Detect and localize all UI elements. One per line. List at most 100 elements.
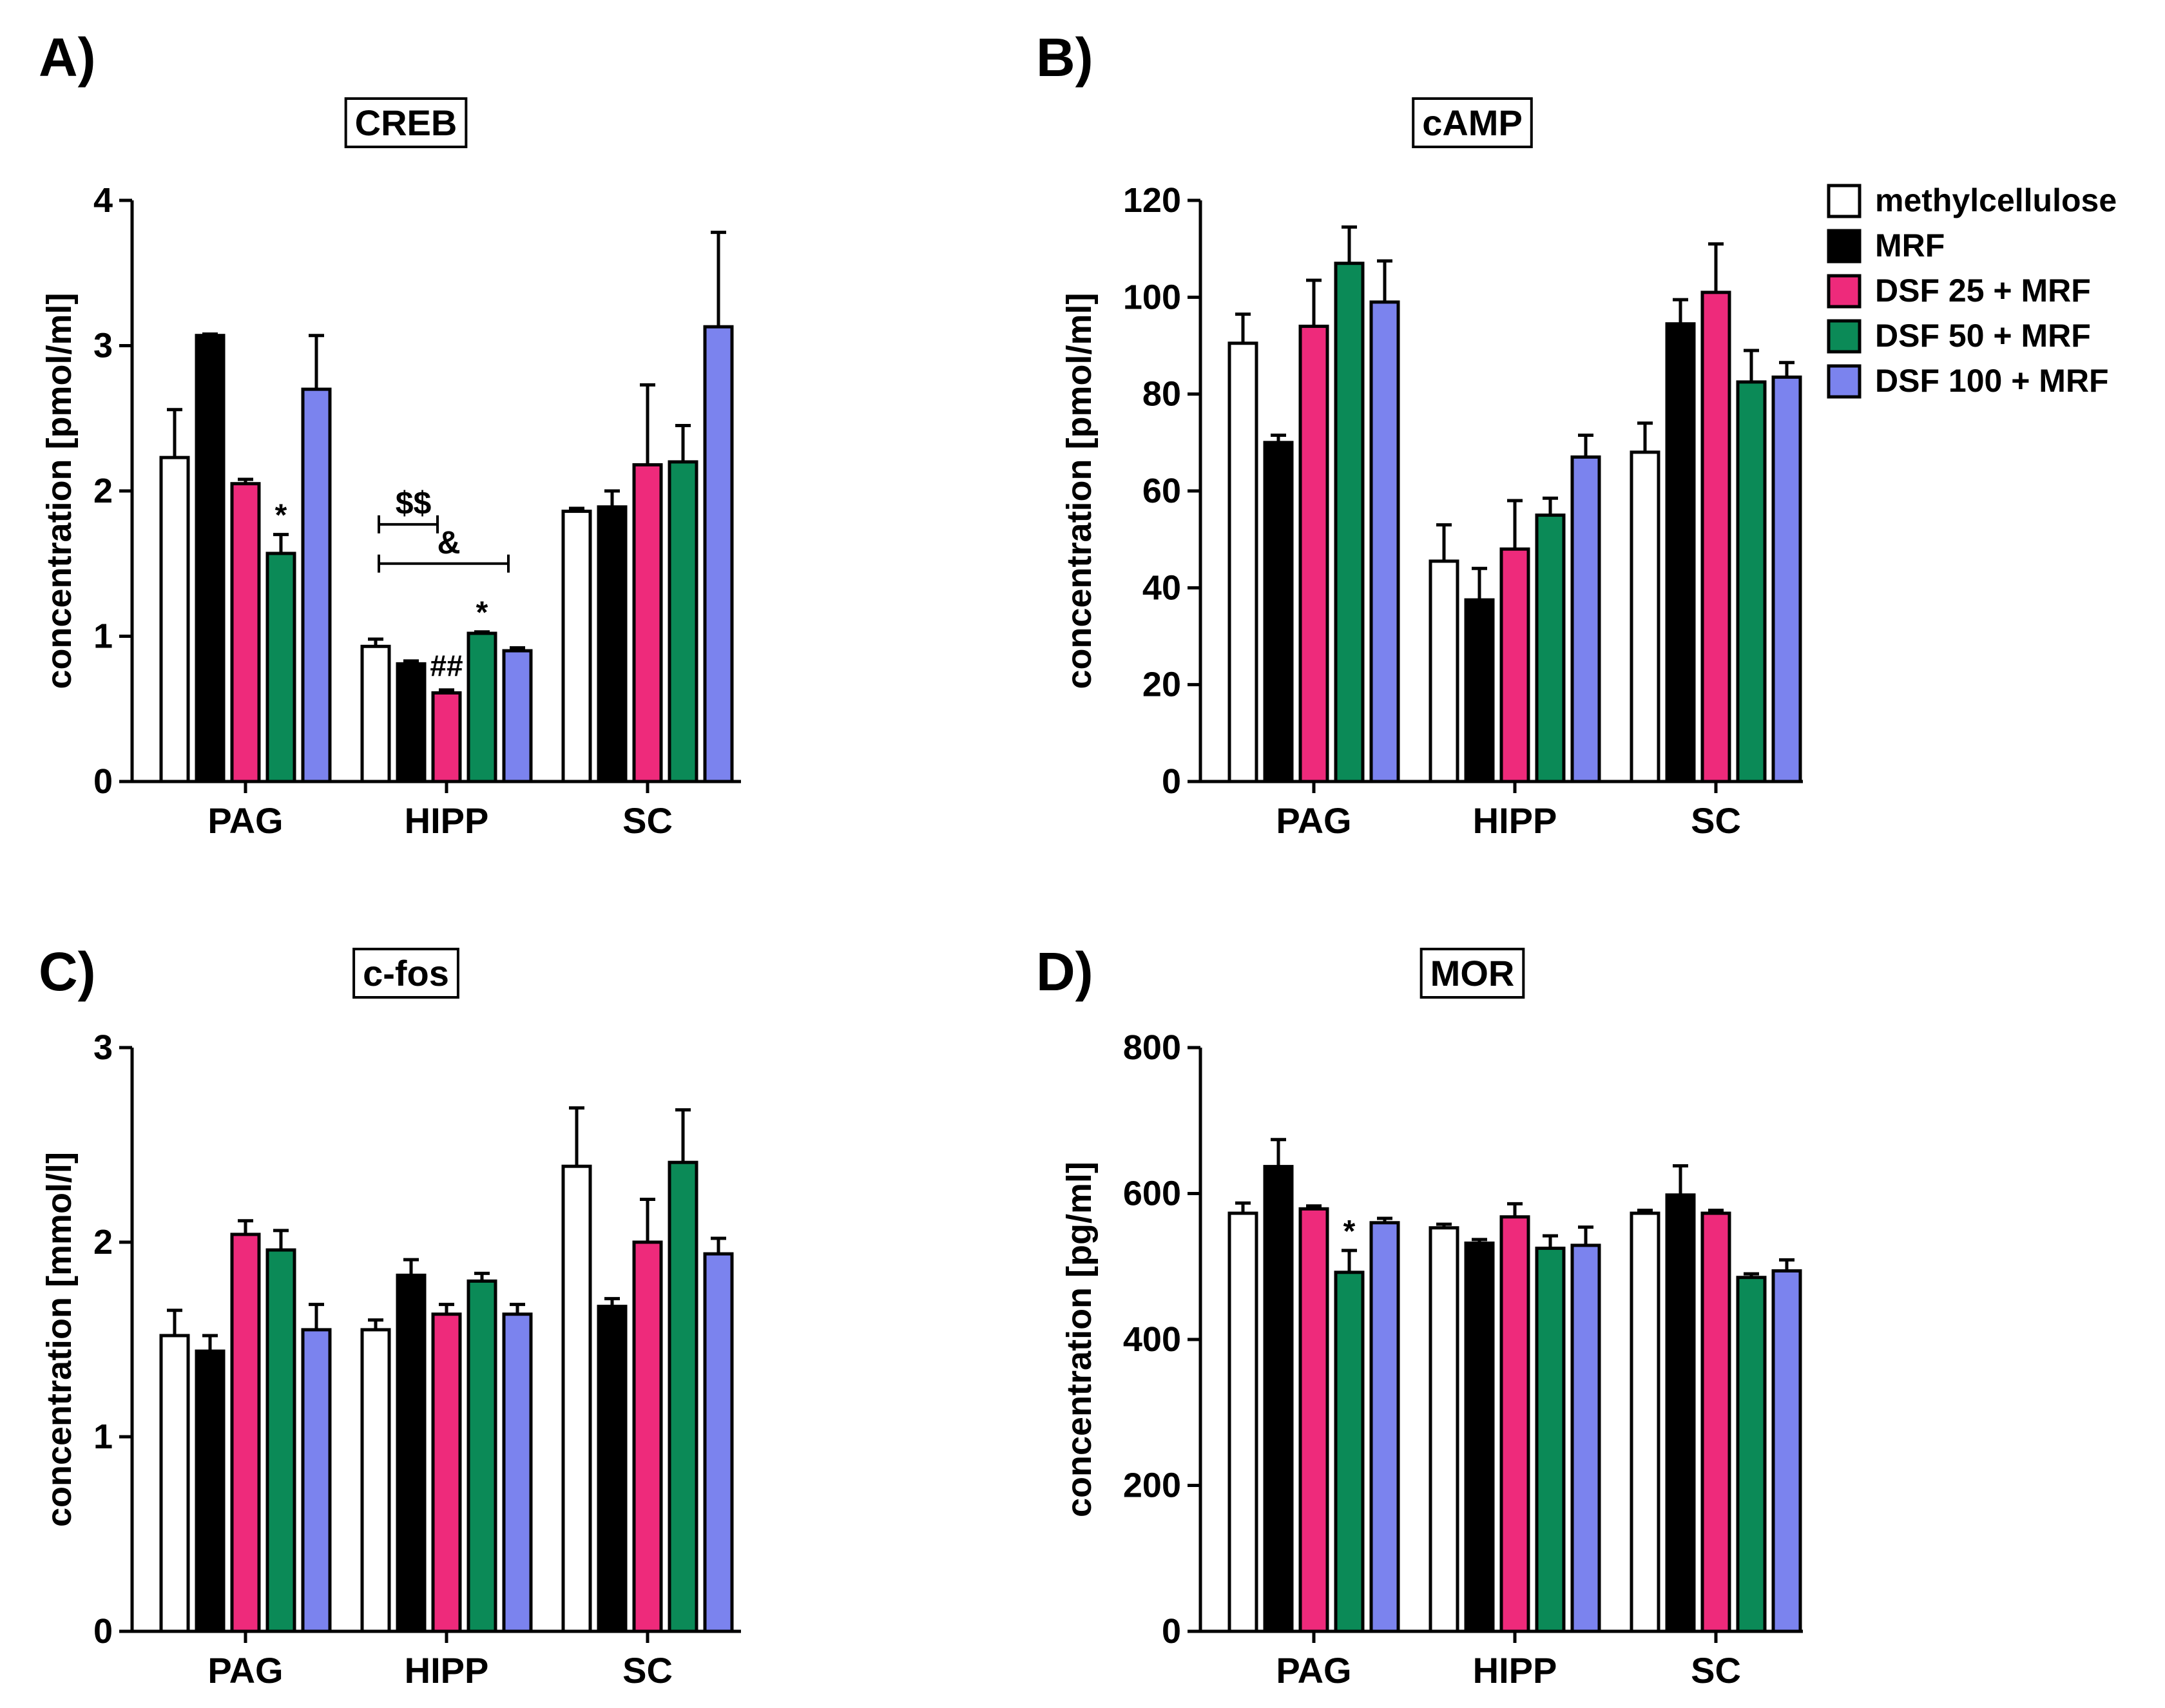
chart-title-box xyxy=(344,97,468,148)
bar xyxy=(195,334,226,783)
bar xyxy=(1535,513,1566,783)
x-tick-label: HIPP xyxy=(405,1650,489,1691)
bar xyxy=(360,1328,391,1633)
bar xyxy=(360,644,391,783)
y-tick-label: 600 xyxy=(1123,1175,1181,1213)
bar xyxy=(1429,559,1459,783)
x-tick-label: SC xyxy=(622,1650,673,1691)
legend-label: methylcellulose xyxy=(1875,182,2117,218)
bar xyxy=(1298,1207,1329,1633)
bar xyxy=(1736,1276,1767,1633)
legend-label: DSF 50 + MRF xyxy=(1875,318,2091,354)
bar xyxy=(632,1240,663,1633)
y-tick-label: 60 xyxy=(1142,472,1181,510)
bar xyxy=(502,649,533,783)
panel-label: B) xyxy=(1036,27,1093,88)
y-tick-label: 120 xyxy=(1123,181,1181,220)
legend-label: MRF xyxy=(1875,227,1945,264)
y-axis-label: concentration [pmol/ml] xyxy=(40,293,79,689)
chart-title: c-fos xyxy=(363,953,449,993)
panel-c-fos: C) c-fos concentration [mmol/l] 0 1 2 3 PAG HIPP… xyxy=(39,941,741,1691)
bar xyxy=(1334,262,1365,783)
x-tick-label: PAG xyxy=(207,800,283,841)
y-tick-label: 3 xyxy=(93,1028,113,1067)
bar xyxy=(159,1334,190,1633)
bar xyxy=(1499,1215,1530,1633)
bar xyxy=(561,1164,592,1633)
significance-annotation: ## xyxy=(430,649,463,682)
significance-annotation: * xyxy=(476,596,488,630)
bar xyxy=(195,1349,226,1633)
bar xyxy=(668,1160,698,1633)
y-tick-label: 800 xyxy=(1123,1028,1181,1067)
bar xyxy=(396,1273,427,1633)
legend: methylcellulose MRF DSF 25 + MRF DSF 50 + M… xyxy=(1827,182,2117,399)
x-tick-label: HIPP xyxy=(1473,1650,1557,1691)
bar xyxy=(265,1248,296,1633)
panel-mor: D) MOR concentration [pg/ml] 0 200 400 600 800 P… xyxy=(1036,941,1803,1691)
bar xyxy=(301,1328,332,1633)
bar xyxy=(265,552,296,783)
bar xyxy=(703,325,734,783)
chart-title-box xyxy=(352,948,459,999)
bar xyxy=(1429,1226,1459,1633)
legend-swatch xyxy=(1827,274,1862,309)
bar xyxy=(230,1233,261,1633)
bar xyxy=(467,1279,497,1633)
legend-item: DSF 25 + MRF xyxy=(1827,273,2091,309)
panel-label: C) xyxy=(39,941,96,1002)
chart-title-box xyxy=(1419,948,1525,999)
y-tick-label: 0 xyxy=(1162,762,1181,801)
y-axis-label: concentration [pg/ml] xyxy=(1060,1162,1099,1517)
chart-title: CREB xyxy=(355,102,457,143)
panels: A) CREB concentration [pmol/ml] 0 1 2 3 4 PAG HIP… xyxy=(39,27,1803,1691)
bar xyxy=(502,1312,533,1633)
legend-item: DSF 100 + MRF xyxy=(1827,363,2109,399)
bar xyxy=(431,691,462,783)
y-tick-label: 0 xyxy=(93,1612,113,1651)
x-tick-label: PAG xyxy=(1276,800,1351,841)
x-tick-label: PAG xyxy=(207,1650,283,1691)
significance-bracket: $$ xyxy=(378,485,439,533)
x-tick-label: HIPP xyxy=(405,800,489,841)
bracket-label: & xyxy=(437,524,460,561)
y-tick-label: 3 xyxy=(93,327,113,365)
panel-label: D) xyxy=(1036,941,1093,1002)
legend-item: DSF 50 + MRF xyxy=(1827,318,2091,354)
x-tick-label: HIPP xyxy=(1473,800,1557,841)
bar xyxy=(1630,1211,1660,1633)
bar xyxy=(1700,1211,1731,1633)
bar xyxy=(1570,455,1601,783)
chart-title: MOR xyxy=(1430,953,1515,993)
bar xyxy=(431,1312,462,1633)
bar xyxy=(561,510,592,783)
bar xyxy=(1665,322,1696,783)
bar xyxy=(1535,1246,1566,1633)
y-tick-label: 20 xyxy=(1142,666,1181,704)
panel-label: A) xyxy=(39,27,96,88)
legend-label: DSF 100 + MRF xyxy=(1875,363,2109,399)
y-axis-label: concentration [mmol/l] xyxy=(40,1152,79,1527)
y-tick-label: 200 xyxy=(1123,1466,1181,1505)
legend-label: DSF 25 + MRF xyxy=(1875,273,2091,309)
bar xyxy=(597,505,628,783)
bar xyxy=(1570,1243,1601,1633)
bar xyxy=(1263,441,1294,783)
y-axis-label: concentration [pmol/ml] xyxy=(1060,293,1099,689)
bar xyxy=(1700,291,1731,783)
bar xyxy=(703,1252,734,1633)
y-tick-label: 4 xyxy=(93,181,113,220)
bar xyxy=(396,662,427,783)
y-tick-label: 2 xyxy=(93,1223,113,1262)
y-tick-label: 1 xyxy=(93,617,113,656)
y-tick-label: 80 xyxy=(1142,375,1181,414)
bar xyxy=(1263,1165,1294,1633)
bar xyxy=(1298,324,1329,783)
y-tick-label: 100 xyxy=(1123,278,1181,316)
chart-title: cAMP xyxy=(1422,102,1523,143)
bar xyxy=(1369,300,1400,783)
bar xyxy=(230,482,261,783)
y-tick-label: 1 xyxy=(93,1417,113,1456)
legend-item: MRF xyxy=(1827,227,1945,264)
